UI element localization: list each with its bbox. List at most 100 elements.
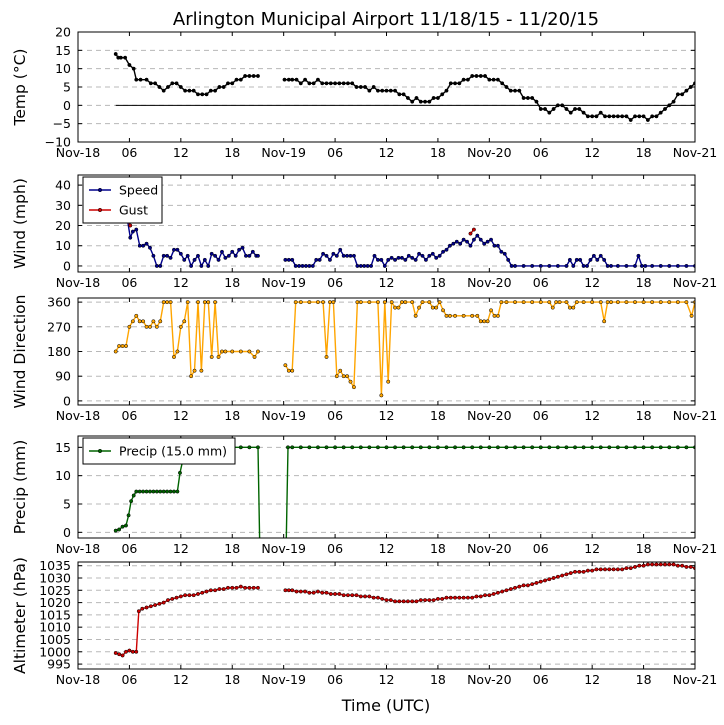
data-point	[578, 257, 583, 262]
data-point	[307, 300, 312, 305]
data-point	[134, 227, 139, 232]
data-point	[154, 324, 159, 329]
data-point	[124, 344, 128, 348]
data-point	[131, 66, 136, 71]
data-point	[444, 313, 449, 318]
data-point	[209, 251, 214, 256]
data-point	[684, 300, 689, 305]
x-tick-label: 06	[327, 541, 343, 556]
data-point	[208, 588, 213, 593]
data-point	[564, 263, 569, 268]
data-point	[633, 564, 637, 569]
data-point	[706, 78, 709, 81]
data-point	[483, 593, 487, 598]
data-point	[334, 374, 339, 379]
data-point	[457, 595, 462, 600]
data-point	[238, 584, 243, 589]
x-tick-label: Nov-21	[673, 541, 717, 556]
x-tick-label: 18	[430, 145, 446, 160]
data-point	[324, 590, 329, 595]
data-point	[491, 77, 496, 82]
series-line	[122, 211, 475, 235]
data-point	[158, 489, 163, 494]
data-point	[320, 81, 325, 86]
data-point	[508, 587, 513, 592]
data-point	[331, 251, 336, 256]
data-point	[393, 88, 398, 93]
data-point	[230, 249, 235, 254]
data-point	[172, 355, 176, 359]
data-point	[643, 263, 648, 268]
x-tick-label: 12	[173, 408, 189, 423]
data-point	[591, 253, 596, 258]
data-point	[168, 489, 173, 494]
data-point	[204, 92, 209, 97]
data-point	[290, 77, 295, 82]
x-axis-label: Time (UTC)	[341, 696, 430, 715]
data-point	[633, 300, 637, 305]
data-point	[594, 567, 599, 572]
data-point	[165, 489, 170, 494]
data-point	[489, 237, 493, 242]
data-point	[500, 81, 505, 86]
data-point	[223, 255, 228, 260]
y-tick-label: 0	[63, 525, 71, 540]
data-point	[492, 313, 497, 318]
data-point	[611, 567, 616, 572]
data-point	[573, 107, 577, 111]
data-point	[667, 445, 672, 450]
data-point	[413, 313, 418, 318]
data-point	[362, 263, 367, 268]
data-point	[430, 251, 435, 256]
data-point	[154, 263, 159, 268]
x-tick-label: 06	[121, 275, 137, 290]
data-point	[513, 585, 517, 590]
data-point	[191, 593, 196, 598]
data-point	[324, 355, 329, 359]
x-tick-label: Nov-21	[673, 672, 717, 687]
x-tick-label: Nov-18	[56, 145, 101, 160]
data-point	[470, 445, 475, 450]
data-point	[286, 445, 290, 450]
data-point	[441, 308, 446, 313]
data-point	[590, 300, 595, 305]
data-point	[420, 300, 425, 305]
data-point	[113, 651, 118, 655]
data-point	[697, 300, 700, 303]
x-tick-label: Nov-18	[56, 275, 101, 290]
data-point	[611, 114, 616, 119]
data-point	[117, 652, 122, 657]
data-point	[350, 81, 355, 86]
y-tick-label: 180	[47, 344, 71, 359]
data-point	[590, 114, 595, 119]
data-point	[189, 263, 194, 268]
plot-area	[113, 209, 695, 268]
data-point	[303, 77, 308, 82]
data-point	[495, 313, 500, 318]
data-point	[137, 489, 142, 494]
data-point	[410, 599, 415, 604]
data-point	[427, 99, 432, 104]
data-point	[151, 319, 156, 324]
data-point	[715, 568, 718, 571]
data-point	[609, 263, 613, 268]
data-point	[247, 253, 252, 258]
data-point	[151, 489, 156, 494]
data-point	[504, 85, 509, 89]
data-point	[684, 88, 689, 93]
data-point	[509, 263, 514, 268]
y-axis-label: Altimeter (hPa)	[11, 557, 29, 674]
data-point	[624, 445, 629, 450]
x-tick-label: 18	[636, 275, 652, 290]
data-point	[440, 92, 445, 97]
data-point	[247, 349, 252, 354]
y-axis-label: Precip (mm)	[11, 440, 29, 535]
legend-label: Gust	[119, 203, 148, 218]
data-point	[251, 585, 256, 590]
data-point	[461, 237, 466, 242]
y-tick-label: 270	[47, 319, 71, 334]
data-point	[174, 81, 179, 86]
data-point	[128, 235, 133, 240]
data-point	[650, 114, 655, 119]
y-tick-label: 1005	[39, 632, 71, 647]
